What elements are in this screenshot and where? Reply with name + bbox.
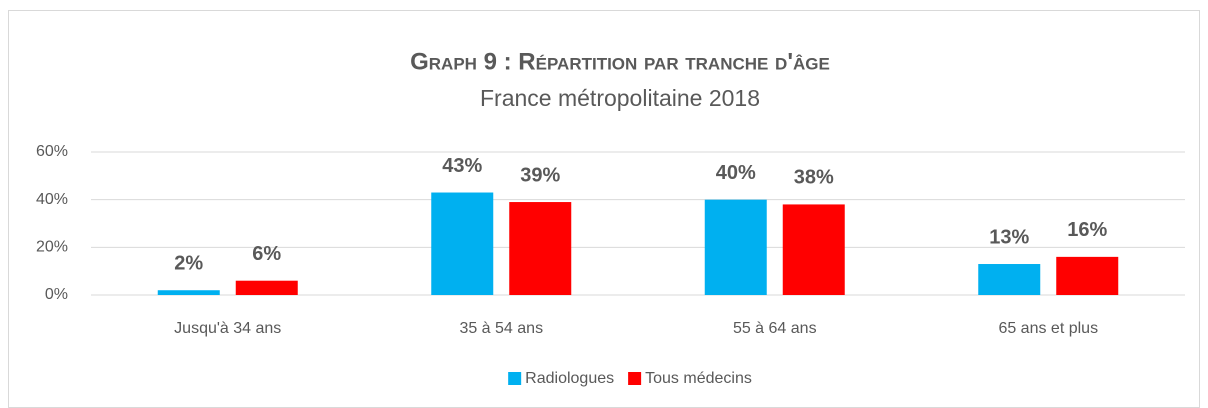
data-label: 2%: [174, 253, 203, 275]
bar: [978, 264, 1041, 295]
legend-label: Radiologues: [525, 370, 614, 387]
data-label: 38%: [794, 167, 834, 189]
data-label: 40%: [716, 162, 756, 184]
y-tick-label: 20%: [36, 239, 68, 256]
bar: [157, 290, 220, 295]
y-tick-label: 0%: [45, 286, 68, 303]
data-label: 16%: [1067, 219, 1107, 241]
data-label: 43%: [442, 155, 482, 177]
legend-swatch: [508, 372, 522, 385]
bar: [509, 202, 572, 295]
bar: [431, 192, 494, 295]
legend-label: Tous médecins: [645, 370, 752, 387]
y-tick-label: 40%: [36, 191, 68, 208]
x-tick-label: Jusqu'à 34 ans: [174, 320, 281, 337]
bar: [1056, 256, 1119, 295]
y-tick-label: 60%: [36, 143, 68, 160]
x-tick-label: 65 ans et plus: [998, 320, 1098, 337]
chart-title: Graph 9 : Répartition par tranche d'âge: [410, 48, 830, 75]
data-label: 13%: [989, 226, 1029, 248]
bar: [704, 199, 767, 295]
bar: [235, 280, 298, 295]
legend: Radiologues Tous médecins: [508, 370, 752, 387]
data-label: 39%: [520, 164, 560, 186]
data-label: 6%: [252, 243, 281, 265]
chart-border: [8, 10, 1200, 408]
chart-subtitle: France métropolitaine 2018: [480, 85, 760, 111]
bar: [782, 204, 845, 295]
x-tick-label: 35 à 54 ans: [459, 320, 543, 337]
x-tick-label: 55 à 64 ans: [733, 320, 817, 337]
legend-swatch: [628, 372, 642, 385]
